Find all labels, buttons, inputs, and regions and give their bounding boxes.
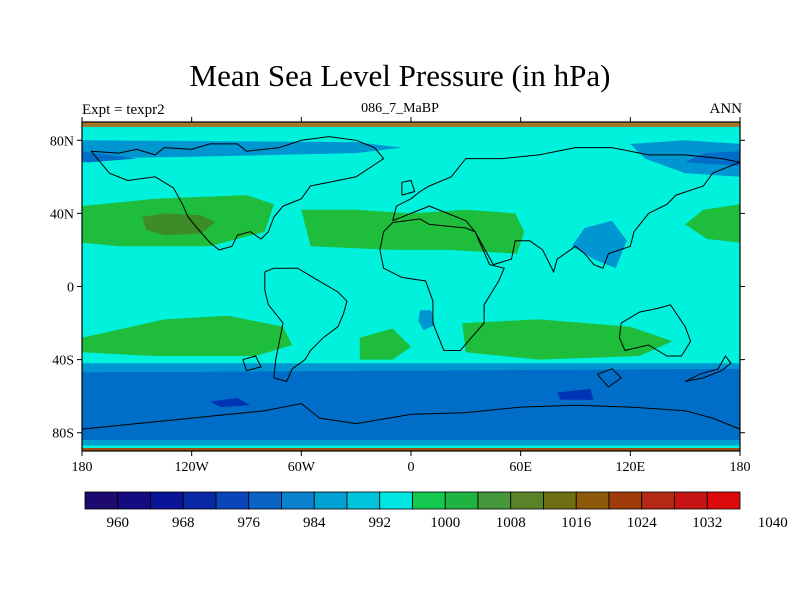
field-high-north-atlantic-core [142, 213, 216, 236]
field-high-north-pacific [685, 204, 740, 243]
colorbar-swatch [346, 491, 381, 510]
colorbar-label: 1032 [692, 515, 722, 531]
lat-tick-label: 40S [52, 354, 74, 369]
field-low-east-asia [571, 220, 627, 269]
colorbar-swatch [182, 491, 217, 510]
map-title: Mean Sea Level Pressure (in hPa) [189, 58, 611, 93]
colorbar-swatch [641, 491, 675, 510]
lon-tick-label: 60E [509, 460, 532, 475]
colorbar: 960 968 976 984 992 1000 1008 1016 1024 1032 1040 [84, 491, 788, 531]
coastline-9 [401, 179, 416, 196]
colorbar-label: 1000 [430, 515, 460, 531]
colorbar-label: 960 [107, 515, 130, 531]
coastline-8 [597, 368, 622, 388]
lon-tick-label: 0 [408, 460, 415, 475]
colorbar-swatch [281, 491, 315, 510]
colorbar-swatch [117, 491, 151, 510]
colorbar-label: 976 [238, 515, 261, 531]
field-high-south-central [359, 328, 411, 360]
field-low-band-north-east-dark [685, 151, 740, 166]
colorbar-swatch [543, 491, 577, 510]
colorbar-label: 1024 [627, 515, 658, 531]
lat-tick-label: 0 [67, 281, 74, 296]
colorbar-label: 968 [172, 515, 195, 531]
map-area [82, 122, 740, 451]
south-pole-strip [82, 448, 740, 451]
field-high-south-indian [462, 319, 673, 360]
coastline-4 [618, 304, 692, 357]
experiment-label: Expt = texpr2 [82, 102, 165, 118]
colorbar-label: 992 [369, 515, 392, 531]
colorbar-label: 1040 [758, 515, 788, 531]
field-low-south-spot-west [209, 398, 251, 408]
colorbar-swatch [84, 491, 119, 510]
coastline-2 [379, 218, 505, 351]
axis-ticks: 180 120W 60W 0 60E 120E 180 80N 40N 0 40S 80S [50, 117, 751, 475]
lon-tick-label: 120W [175, 460, 210, 475]
coastlines [82, 136, 740, 430]
field-low-south-spot-east [557, 388, 594, 400]
field-low-band-north-core [82, 140, 402, 159]
field-low-band-north-west-dark [82, 151, 137, 163]
colorbar-swatch [215, 491, 250, 510]
lon-tick-label: 180 [730, 460, 751, 475]
colorbar-swatch [575, 491, 610, 510]
field-lowband-south-inner [82, 368, 740, 440]
lat-tick-label: 80S [52, 427, 74, 442]
colorbar-swatch [412, 491, 446, 510]
colorbar-swatch [150, 491, 184, 510]
colorbar-label: 1008 [496, 515, 526, 531]
lon-tick-label: 60W [288, 460, 316, 475]
coastline-7 [242, 355, 262, 372]
colorbar-swatch [608, 491, 643, 510]
lon-tick-label: 120E [616, 460, 646, 475]
colorbar-swatch [510, 491, 544, 510]
colorbar-swatch [379, 491, 413, 510]
colorbar-swatch [674, 491, 708, 510]
field-polar-south-edge [82, 440, 740, 446]
colorbar-label: 1016 [561, 515, 592, 531]
coastline-0 [90, 136, 385, 251]
north-pole-strip [82, 122, 740, 127]
lat-tick-label: 40N [50, 207, 74, 222]
coastline-3 [392, 147, 740, 274]
lat-tick-label: 80N [50, 134, 74, 149]
colorbar-swatch [248, 491, 282, 510]
case-label: 086_7_MaBP [361, 101, 439, 116]
colorbar-swatch [313, 491, 348, 510]
field-high-north-africa [301, 209, 525, 254]
colorbar-swatch [477, 491, 512, 510]
pressure-contour-fields [82, 140, 740, 446]
coastline-6 [684, 355, 732, 382]
field-low-tropical-spot [418, 310, 435, 331]
coastline-5 [82, 402, 740, 430]
colorbar-swatch [706, 491, 741, 510]
colorbar-label: 984 [303, 515, 326, 531]
field-low-band-north-east [630, 140, 740, 177]
field-high-south-atlantic [82, 315, 293, 356]
colorbar-swatch [444, 491, 479, 510]
season-label: ANN [709, 101, 743, 117]
coastline-1 [264, 267, 348, 383]
lon-tick-label: 180 [72, 460, 93, 475]
